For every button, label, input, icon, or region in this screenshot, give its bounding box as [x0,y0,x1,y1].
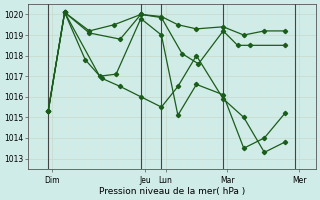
X-axis label: Pression niveau de la mer( hPa ): Pression niveau de la mer( hPa ) [99,187,245,196]
